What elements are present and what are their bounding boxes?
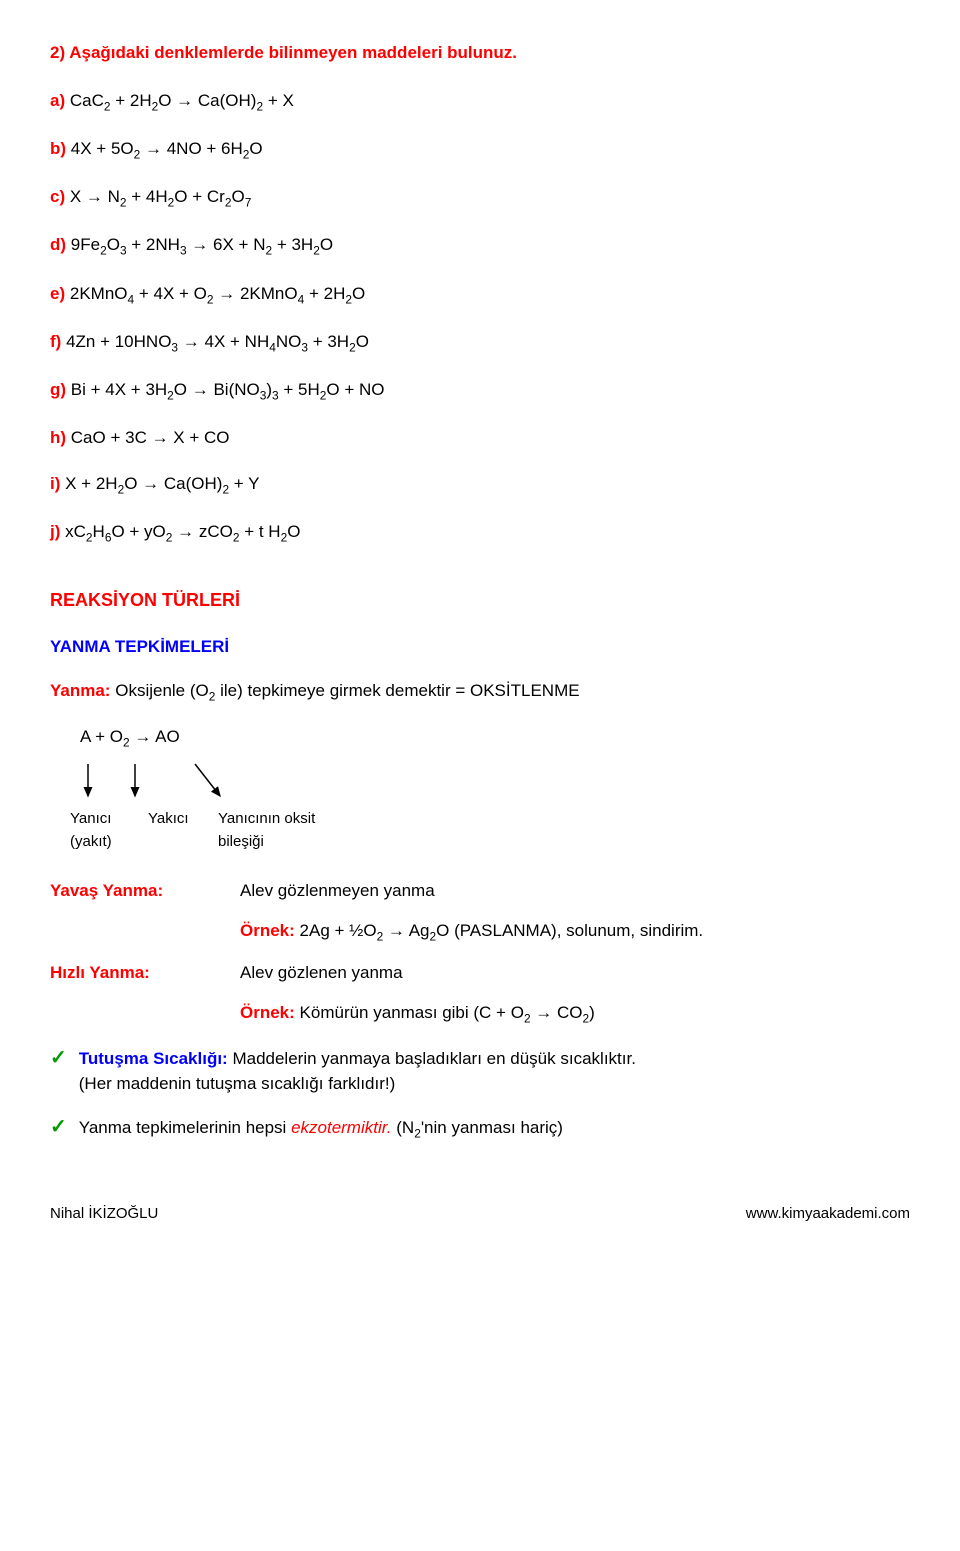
hizli-ornek-row: Örnek: Kömürün yanması gibi (C + O2 → CO… (50, 1000, 910, 1028)
bullet-em: ekzotermiktir. (291, 1118, 391, 1137)
ornek-label: Örnek: (240, 921, 295, 940)
eq-label: i) (50, 474, 60, 493)
bullet-line2: (Her maddenin tutuşma sıcaklığı farklıdı… (79, 1074, 396, 1093)
bullet-term: Tutuşma Sıcaklığı: (79, 1049, 228, 1068)
bullet-post: (N2'nin yanması hariç) (392, 1118, 563, 1137)
combustion-formula: A + O2 → AO (80, 724, 910, 752)
bullet-pre: Yanma tepkimelerinin hepsi (79, 1118, 291, 1137)
question-number: 2) (50, 43, 65, 62)
yavas-ornek-row: Örnek: 2Ag + ½O2 → Ag2O (PASLANMA), solu… (50, 918, 910, 946)
eq-label: c) (50, 187, 65, 206)
equation-c: c) X → N2 + 4H2O + Cr2O7 (50, 184, 910, 212)
eq-body: 4X + 5O2 → 4NO + 6H2O (71, 139, 263, 158)
equation-j: j) xC2H6O + yO2 → zCO2 + t H2O (50, 519, 910, 547)
bullet-ekzotermik: ✓ Yanma tepkimelerinin hepsi ekzotermikt… (50, 1115, 910, 1143)
def-text: Oksijenle (O2 ile) tepkimeye girmek deme… (115, 681, 579, 700)
hizli-yanma-row: Hızlı Yanma: Alev gözlenen yanma (50, 960, 910, 986)
yavas-desc: Alev gözlenmeyen yanma (240, 878, 910, 904)
page-footer: Nihal İKİZOĞLU www.kimyaakademi.com (50, 1203, 910, 1226)
equation-e: e) 2KMnO4 + 4X + O2 → 2KMnO4 + 2H2O (50, 281, 910, 309)
check-icon: ✓ (50, 1046, 67, 1097)
question-text: Aşağıdaki denklemlerde bilinmeyen maddel… (69, 43, 517, 62)
equation-h: h) CaO + 3C → X + CO (50, 425, 910, 451)
section-heading-1: REAKSİYON TÜRLERİ (50, 587, 910, 614)
label-yakici: Yakıcı (148, 808, 218, 831)
label-yakit: (yakıt) (70, 831, 148, 854)
eq-body: xC2H6O + yO2 → zCO2 + t H2O (65, 522, 300, 541)
footer-author: Nihal İKİZOĞLU (50, 1203, 158, 1226)
eq-body: 2KMnO4 + 4X + O2 → 2KMnO4 + 2H2O (70, 284, 365, 303)
eq-body: X + 2H2O → Ca(OH)2 + Y (65, 474, 259, 493)
eq-body: Bi + 4X + 3H2O → Bi(NO3)3 + 5H2O + NO (71, 380, 385, 399)
eq-body: 9Fe2O3 + 2NH3 → 6X + N2 + 3H2O (71, 235, 333, 254)
label-oksit-1: Yanıcının oksit (218, 808, 315, 831)
footer-url: www.kimyaakademi.com (746, 1203, 910, 1226)
yanma-definition: Yanma: Oksijenle (O2 ile) tepkimeye girm… (50, 678, 910, 706)
equation-i: i) X + 2H2O → Ca(OH)2 + Y (50, 471, 910, 499)
equation-b: b) 4X + 5O2 → 4NO + 6H2O (50, 136, 910, 164)
yavas-label: Yavaş Yanma: (50, 878, 240, 904)
eq-label: g) (50, 380, 66, 399)
eq-body: 4Zn + 10HNO3 → 4X + NH4NO3 + 3H2O (66, 332, 369, 351)
bullet-tutusma: ✓ Tutuşma Sıcaklığı: Maddelerin yanmaya … (50, 1046, 910, 1097)
arrows-svg (80, 762, 280, 802)
equation-d: d) 9Fe2O3 + 2NH3 → 6X + N2 + 3H2O (50, 232, 910, 260)
eq-label: b) (50, 139, 66, 158)
check-icon: ✓ (50, 1115, 67, 1143)
equation-g: g) Bi + 4X + 3H2O → Bi(NO3)3 + 5H2O + NO (50, 377, 910, 405)
equation-f: f) 4Zn + 10HNO3 → 4X + NH4NO3 + 3H2O (50, 329, 910, 357)
yavas-yanma-row: Yavaş Yanma: Alev gözlenmeyen yanma (50, 878, 910, 904)
eq-body: X → N2 + 4H2O + Cr2O7 (70, 187, 251, 206)
label-oksit-2: bileşiği (218, 831, 315, 854)
ornek-label: Örnek: (240, 1003, 295, 1022)
eq-label: a) (50, 91, 65, 110)
eq-label: f) (50, 332, 61, 351)
eq-body: CaO + 3C → X + CO (71, 428, 230, 447)
eq-label: d) (50, 235, 66, 254)
hizli-desc: Alev gözlenen yanma (240, 960, 910, 986)
ornek-text: Kömürün yanması gibi (C + O2 → CO2) (300, 1003, 595, 1022)
question-title: 2) Aşağıdaki denklemlerde bilinmeyen mad… (50, 40, 910, 66)
section-heading-2: YANMA TEPKİMELERİ (50, 634, 910, 660)
eq-label: e) (50, 284, 65, 303)
eq-label: j) (50, 522, 60, 541)
ornek-text: 2Ag + ½O2 → Ag2O (PASLANMA), solunum, si… (300, 921, 704, 940)
formula-labels: Yanıcı (yakıt) Yakıcı Yanıcının oksit bi… (70, 808, 910, 853)
eq-label: h) (50, 428, 66, 447)
label-yanici: Yanıcı (70, 808, 148, 831)
equation-a: a) CaC2 + 2H2O → Ca(OH)2 + X (50, 88, 910, 116)
hizli-label: Hızlı Yanma: (50, 960, 240, 986)
bullet-line1: Maddelerin yanmaya başladıkları en düşük… (232, 1049, 635, 1068)
arrow-diagram (80, 762, 910, 802)
def-term: Yanma: (50, 681, 110, 700)
eq-body: CaC2 + 2H2O → Ca(OH)2 + X (70, 91, 294, 110)
